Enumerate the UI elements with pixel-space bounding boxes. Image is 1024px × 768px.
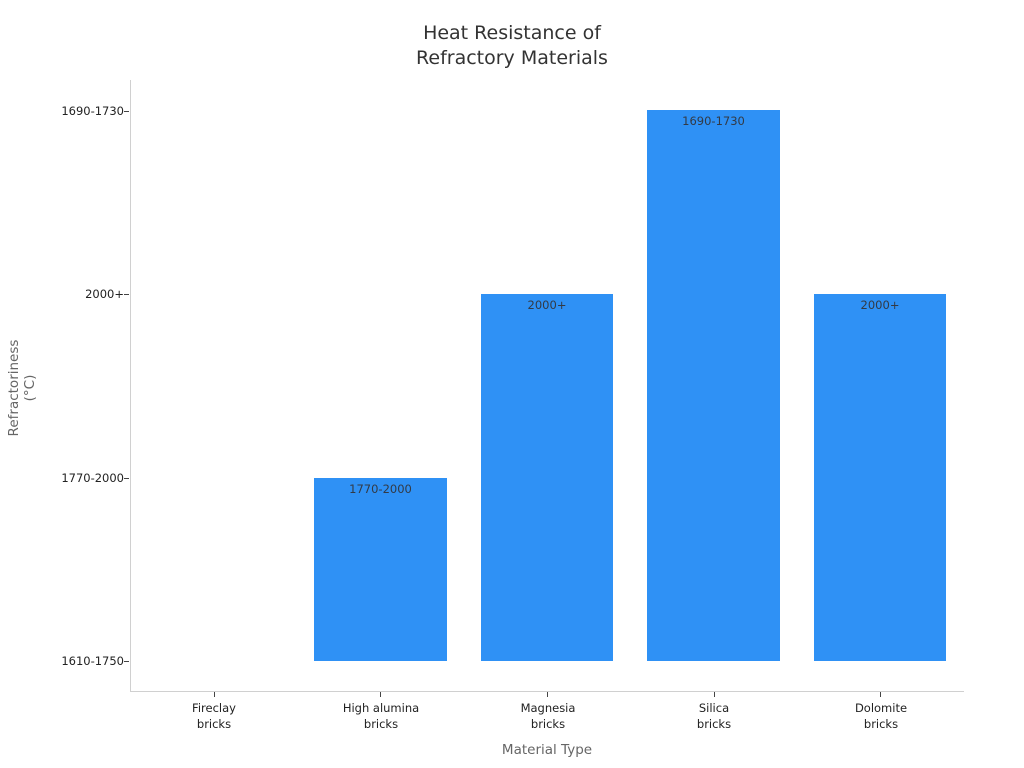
x-tick-mark: [214, 692, 215, 697]
y-tick-label: 1690-1730: [61, 104, 124, 118]
bar-value-label: 2000+: [860, 298, 900, 312]
y-tick-label: 1610-1750: [61, 654, 124, 668]
x-axis-line: [130, 691, 964, 692]
bar-value-label: 1770-2000: [349, 482, 412, 496]
x-label-line: High alumina: [342, 701, 420, 715]
x-label-line: bricks: [196, 717, 232, 731]
x-tick-mark: [880, 692, 881, 697]
y-tick-label: 2000+: [85, 287, 124, 301]
chart-title-line-2: Refractory Materials: [416, 47, 608, 69]
x-label-line: Fireclay: [192, 701, 236, 715]
chart-title: Heat Resistance of Refractory Materials: [0, 21, 1024, 71]
chart-title-line-1: Heat Resistance of: [423, 22, 601, 44]
x-label-line: bricks: [696, 717, 732, 731]
x-label-line: bricks: [863, 717, 899, 731]
x-tick-label-magnesia: Magnesia bricks: [468, 700, 628, 732]
y-tick-label: 1770-2000: [61, 471, 124, 485]
x-tick-label-dolomite: Dolomite bricks: [801, 700, 961, 732]
x-tick-mark: [714, 692, 715, 697]
x-axis-title: Material Type: [501, 742, 593, 758]
bar-value-label: 2000+: [527, 298, 567, 312]
x-label-line: Silica: [698, 701, 730, 715]
x-label-line: bricks: [363, 717, 399, 731]
x-tick-label-silica: Silica bricks: [634, 700, 794, 732]
y-tick-mark: [124, 294, 129, 295]
bar-dolomite: 2000+: [814, 294, 946, 661]
y-tick-mark: [124, 111, 129, 112]
x-tick-mark: [547, 692, 548, 697]
x-tick-label-fireclay: Fireclay bricks: [134, 700, 294, 732]
bar-value-label: 1690-1730: [682, 114, 745, 128]
x-label-line: bricks: [530, 717, 566, 731]
x-label-line: Magnesia: [520, 701, 576, 715]
x-tick-label-high-alumina: High alumina bricks: [301, 700, 461, 732]
x-tick-mark: [380, 692, 381, 697]
y-axis-title-line-2: (°C): [22, 374, 38, 402]
y-axis-line: [130, 80, 131, 692]
y-tick-mark: [124, 478, 129, 479]
bar-magnesia: 2000+: [481, 294, 613, 661]
bar-silica: 1690-1730: [647, 110, 780, 661]
y-axis-title-line-1: Refractoriness: [6, 339, 22, 437]
x-label-line: Dolomite: [854, 701, 908, 715]
y-axis-title: Refractoriness (°C): [6, 318, 38, 458]
bar-high-alumina: 1770-2000: [314, 478, 447, 661]
y-tick-mark: [124, 661, 129, 662]
